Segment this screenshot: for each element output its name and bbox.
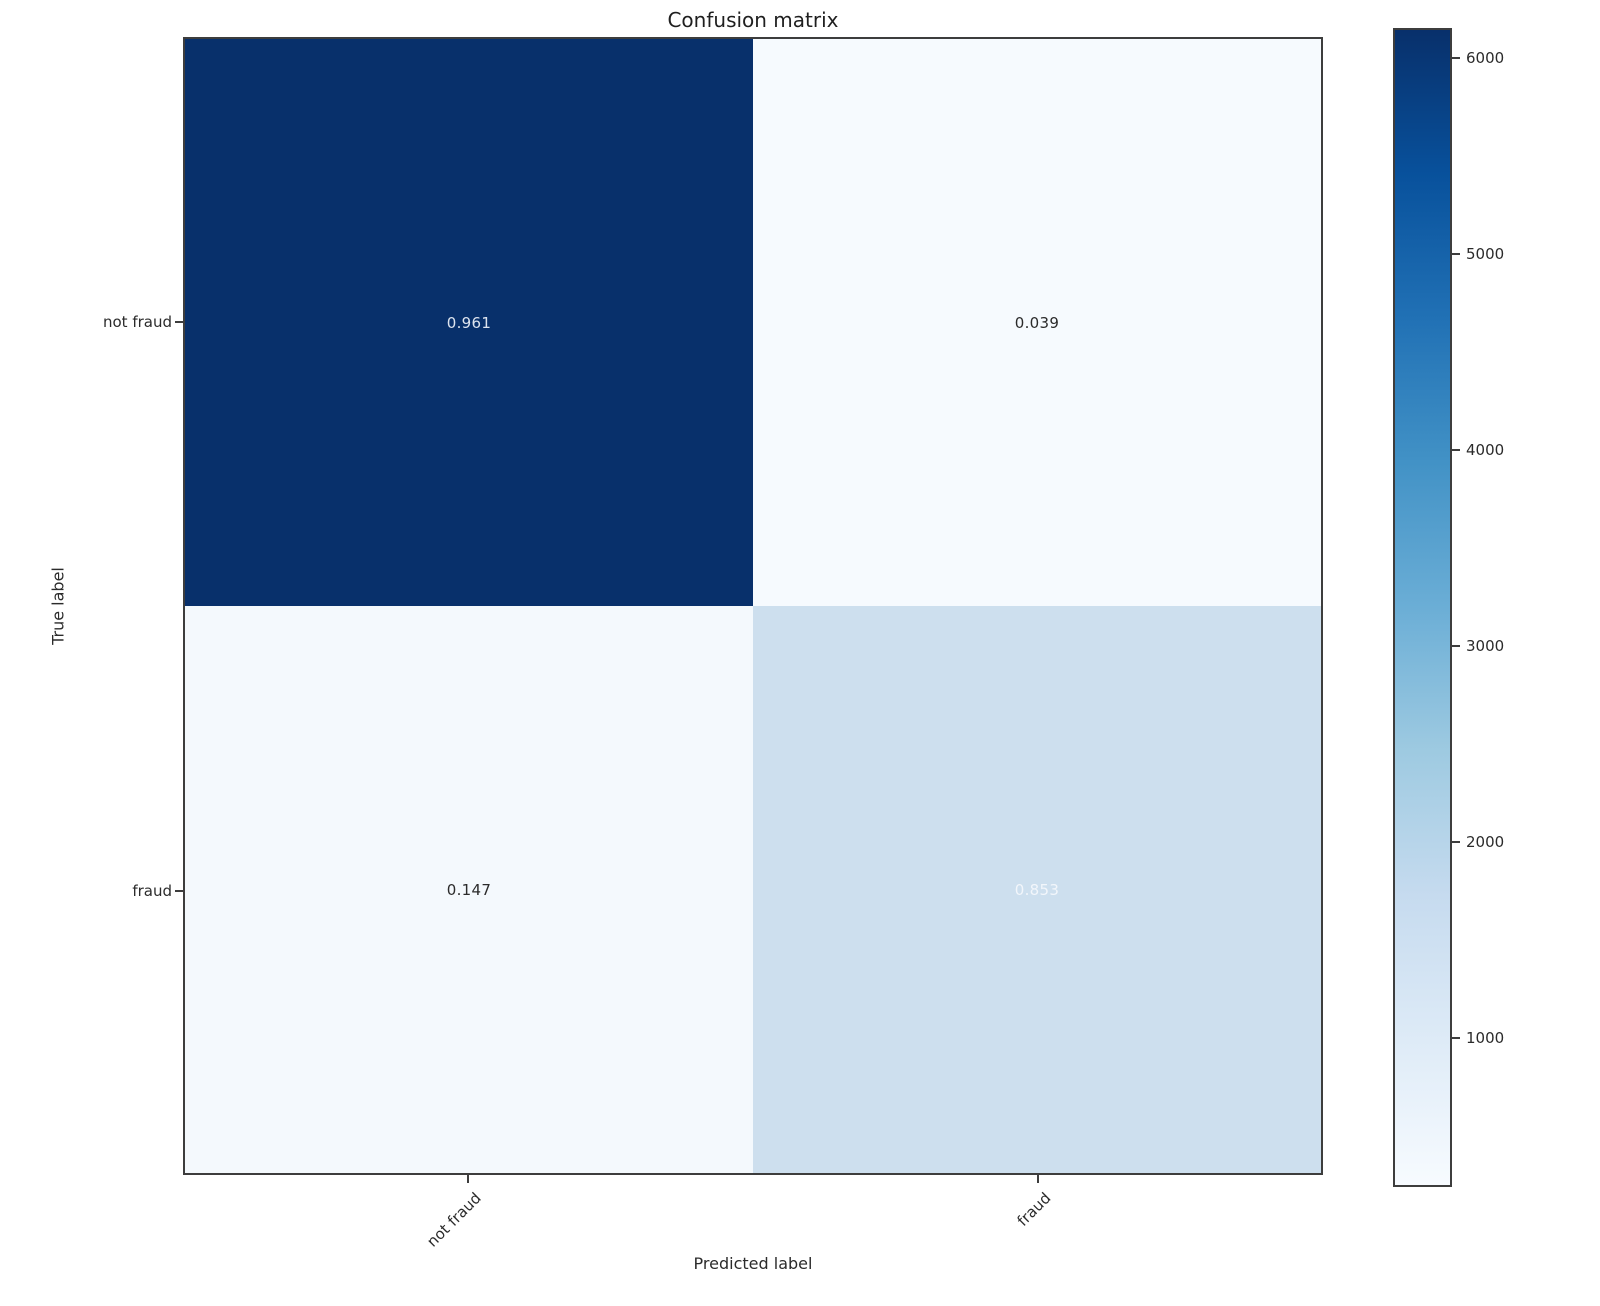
- colorbar-tick-mark: [1452, 1037, 1460, 1040]
- cell-value: 0.039: [1014, 313, 1060, 332]
- colorbar-tick-mark: [1452, 449, 1460, 452]
- x-tick-mark: [467, 1175, 469, 1183]
- heatmap-cell: 0.961: [185, 39, 753, 606]
- colorbar-tick-mark: [1452, 841, 1460, 844]
- x-axis-label: Predicted label: [693, 1254, 813, 1273]
- heatmap-plot: 0.961 0.039 0.147 0.853: [183, 37, 1323, 1175]
- x-tick-label: not fraud: [423, 1189, 485, 1251]
- colorbar-tick-label: 2000: [1466, 833, 1505, 852]
- colorbar-tick-mark: [1452, 57, 1460, 60]
- x-tick-label: fraud: [1013, 1189, 1055, 1230]
- colorbar-tick-label: 1000: [1466, 1029, 1505, 1048]
- chart-title: Confusion matrix: [667, 8, 839, 32]
- heatmap-cell: 0.039: [753, 39, 1321, 606]
- cell-value: 0.147: [446, 880, 492, 899]
- colorbar-tick-label: 3000: [1466, 637, 1505, 656]
- colorbar-tick-mark: [1452, 253, 1460, 256]
- x-tick-mark: [1037, 1175, 1039, 1183]
- cell-value: 0.961: [446, 313, 492, 332]
- colorbar-tick-label: 5000: [1466, 245, 1505, 264]
- y-axis-label: True label: [48, 567, 68, 645]
- colorbar-tick-label: 4000: [1466, 441, 1505, 460]
- colorbar-tick-label: 6000: [1466, 49, 1505, 68]
- y-tick-mark: [175, 320, 183, 323]
- y-tick-mark: [175, 889, 183, 892]
- colorbar-tick-mark: [1452, 645, 1460, 648]
- y-tick-label: fraud: [132, 881, 172, 900]
- y-tick-label: not fraud: [102, 312, 172, 331]
- cell-value: 0.853: [1014, 880, 1060, 899]
- colorbar: [1393, 28, 1452, 1187]
- heatmap-cell: 0.853: [753, 606, 1321, 1173]
- heatmap-cell: 0.147: [185, 606, 753, 1173]
